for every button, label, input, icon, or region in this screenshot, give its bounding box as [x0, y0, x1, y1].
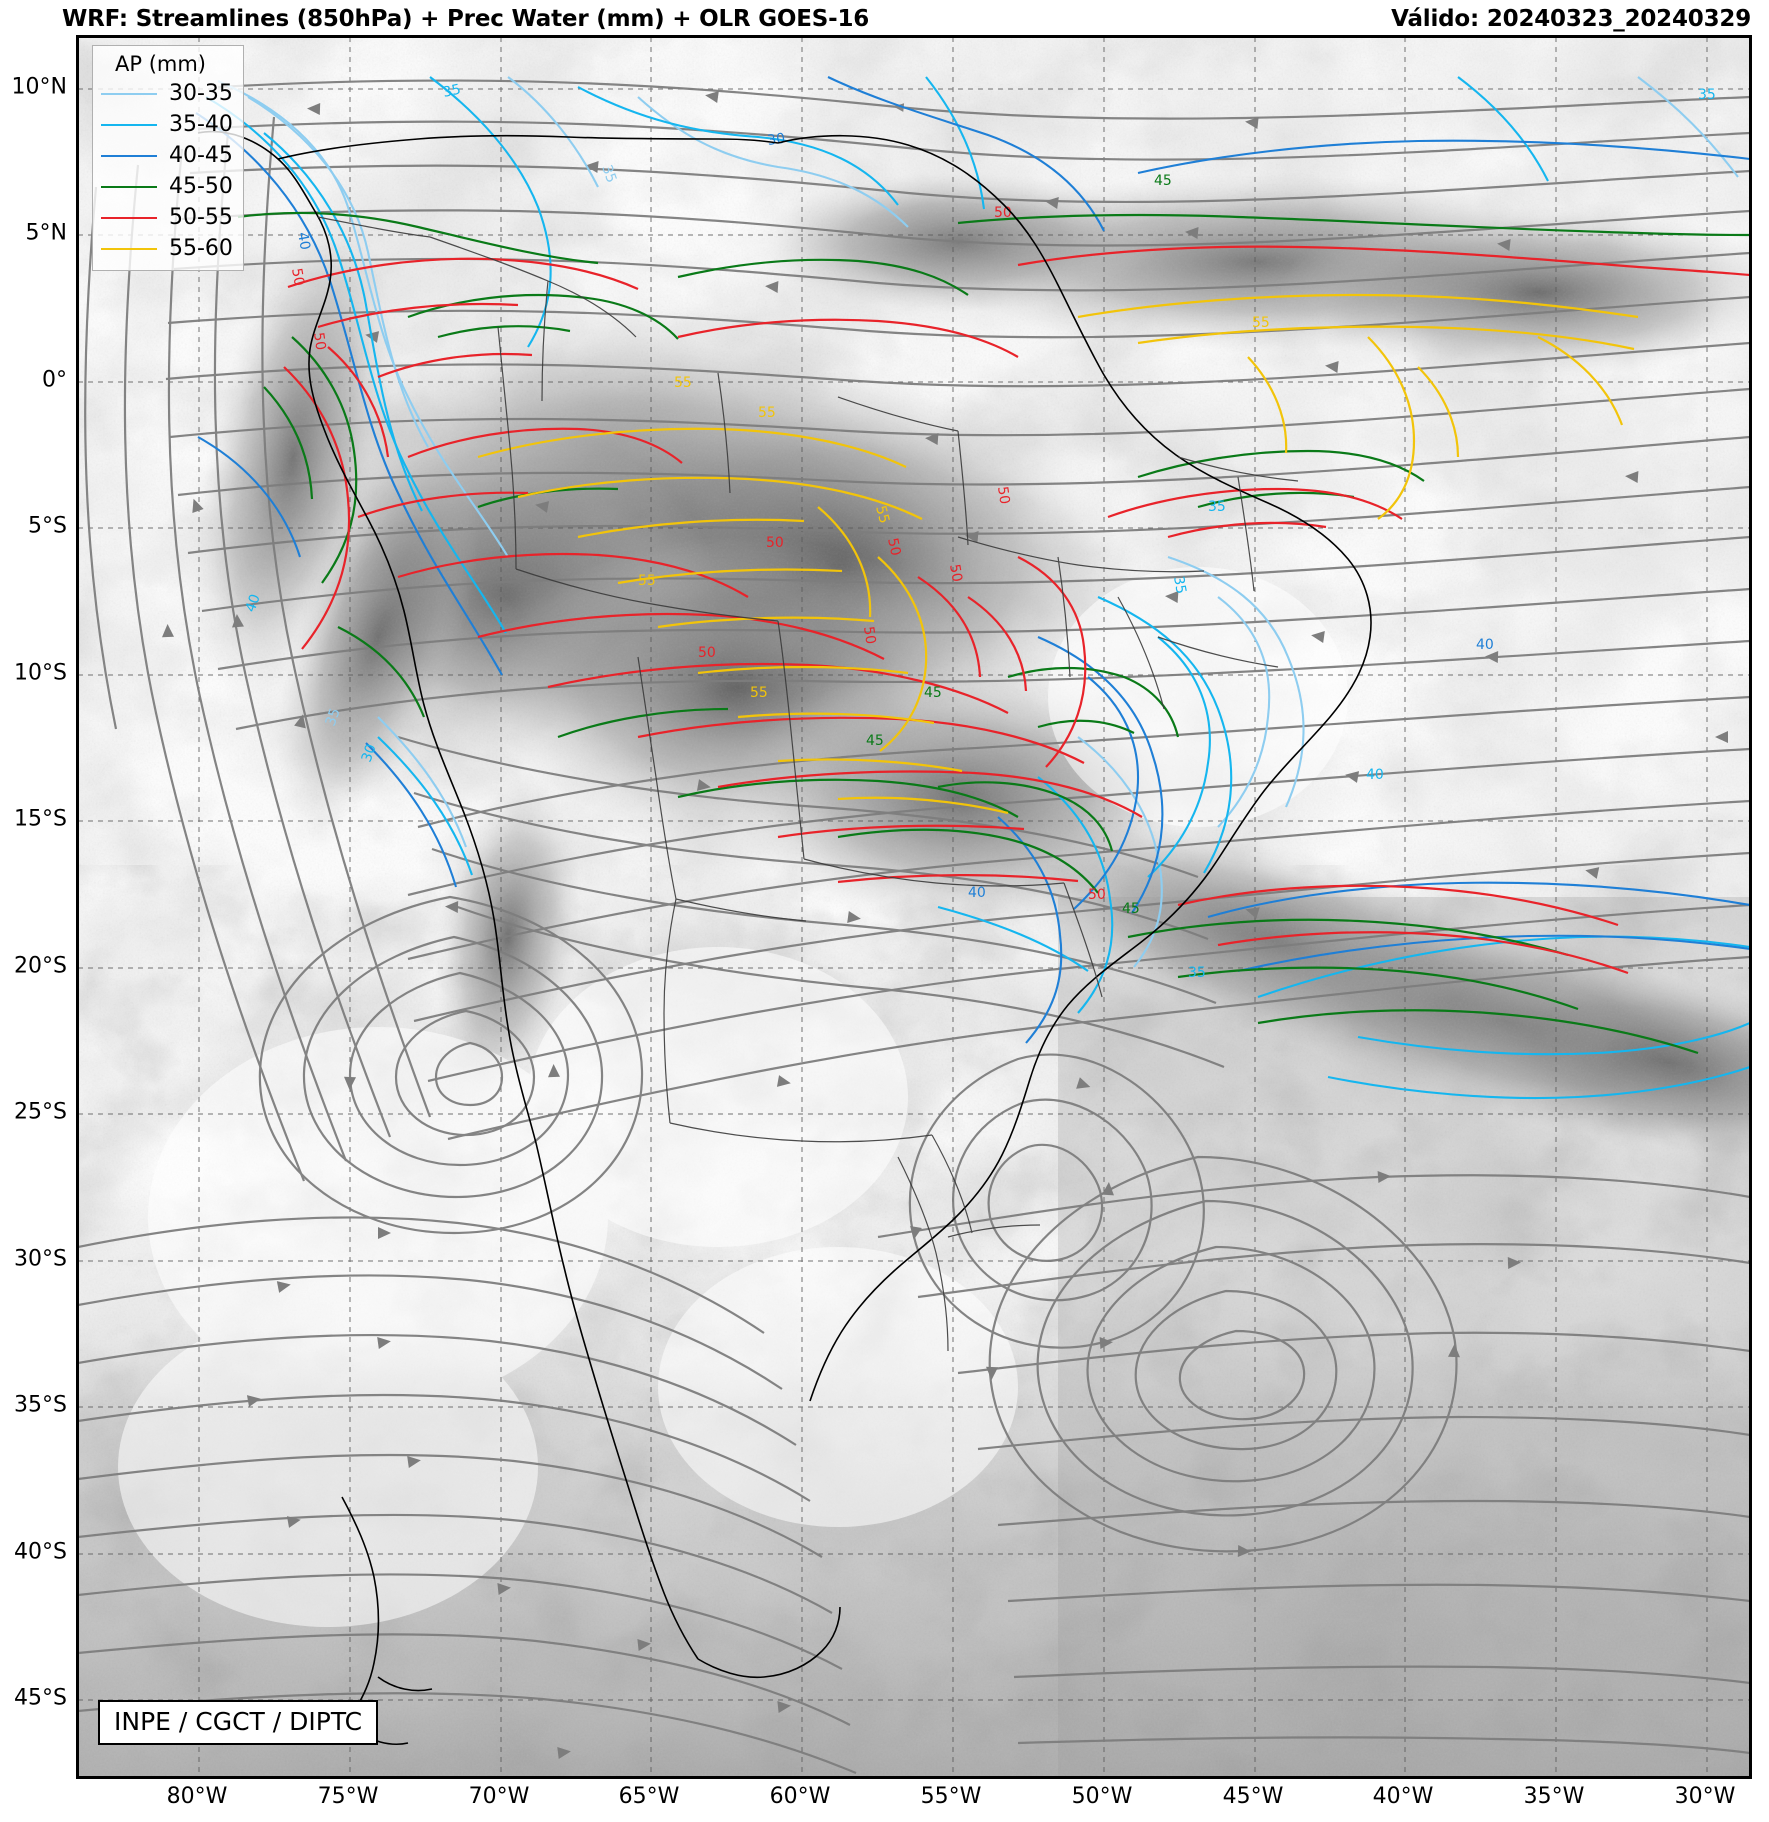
y-tick-4: 10°S — [14, 660, 67, 686]
legend-item-55-60[interactable]: 55-60 — [101, 233, 233, 264]
svg-text:35: 35 — [1698, 87, 1716, 103]
x-tick-4: 60°W — [769, 1784, 831, 1809]
y-tick-10: 40°S — [14, 1539, 67, 1565]
map-graphics: 35 35 30 35 45 50 50 40 50 35 35 50 50 5… — [78, 37, 1750, 1777]
legend-swatch-35-40 — [101, 123, 157, 126]
olr-raster-layer — [78, 37, 1750, 1777]
svg-text:40: 40 — [968, 885, 986, 901]
legend-label-40-45: 40-45 — [169, 143, 233, 168]
svg-text:35: 35 — [1170, 575, 1189, 595]
legend-swatch-30-35 — [101, 92, 157, 95]
y-tick-2: 0° — [42, 367, 67, 393]
y-tick-8: 30°S — [14, 1246, 67, 1272]
legend-item-45-50[interactable]: 45-50 — [101, 171, 233, 202]
y-tick-5: 15°S — [14, 806, 67, 832]
svg-text:50: 50 — [884, 537, 903, 558]
y-tick-9: 35°S — [14, 1392, 67, 1418]
svg-text:55: 55 — [674, 375, 692, 391]
svg-text:50: 50 — [288, 267, 307, 287]
x-tick-6: 50°W — [1071, 1784, 1133, 1809]
x-tick-2: 70°W — [468, 1784, 530, 1809]
contour-55-60 — [477, 293, 1639, 815]
svg-text:50: 50 — [310, 331, 328, 351]
svg-text:40: 40 — [294, 231, 313, 251]
valid-period-label: Válido: 20240323_20240329 — [1391, 6, 1751, 32]
precipitable-water-legend: AP (mm) 30-35 35-40 40-45 45-50 50-55 — [92, 45, 244, 271]
legend-item-50-55[interactable]: 50-55 — [101, 202, 233, 233]
legend-label-35-40: 35-40 — [169, 112, 233, 137]
country-border-layer — [317, 216, 1299, 1352]
x-tick-8: 40°W — [1372, 1784, 1434, 1809]
svg-text:50: 50 — [766, 535, 784, 551]
legend-label-50-55: 50-55 — [169, 205, 233, 230]
svg-text:50: 50 — [1088, 887, 1106, 903]
legend-swatch-55-60 — [101, 247, 157, 250]
svg-text:55: 55 — [750, 685, 768, 701]
map-plot-area[interactable]: 35 35 30 35 45 50 50 40 50 35 35 50 50 5… — [76, 35, 1752, 1779]
svg-text:35: 35 — [323, 706, 344, 728]
svg-text:30: 30 — [766, 131, 786, 149]
svg-text:35: 35 — [442, 82, 463, 101]
svg-text:50: 50 — [994, 205, 1012, 221]
svg-text:55: 55 — [638, 573, 656, 589]
svg-text:35: 35 — [1208, 499, 1226, 515]
svg-text:35: 35 — [1188, 965, 1206, 981]
legend-label-55-60: 55-60 — [169, 236, 233, 261]
svg-text:40: 40 — [243, 592, 264, 614]
streamline-layer — [78, 79, 1750, 1775]
x-tick-3: 65°W — [618, 1784, 680, 1809]
contour-40-45 — [195, 76, 1750, 1044]
svg-text:45: 45 — [1122, 901, 1140, 917]
svg-text:40: 40 — [1366, 767, 1384, 783]
y-tick-1: 5°N — [25, 220, 67, 246]
svg-text:45: 45 — [1154, 173, 1172, 189]
y-tick-0: 10°N — [11, 74, 67, 100]
legend-swatch-40-45 — [101, 154, 157, 157]
y-tick-7: 25°S — [14, 1099, 67, 1125]
legend-label-45-50: 45-50 — [169, 174, 233, 199]
contour-35-40 — [205, 76, 1750, 1100]
svg-text:50: 50 — [946, 563, 965, 583]
contour-45-50 — [237, 211, 1750, 1055]
svg-text:55: 55 — [758, 405, 776, 421]
svg-text:45: 45 — [924, 685, 942, 701]
x-tick-10: 30°W — [1674, 1784, 1736, 1809]
svg-text:55: 55 — [1252, 315, 1270, 331]
contour-50-55 — [283, 245, 1750, 975]
y-tick-6: 20°S — [14, 953, 67, 979]
y-tick-11: 45°S — [14, 1685, 67, 1711]
svg-text:45: 45 — [866, 733, 884, 749]
legend-swatch-50-55 — [101, 216, 157, 219]
x-tick-0: 80°W — [166, 1784, 228, 1809]
x-tick-5: 55°W — [920, 1784, 982, 1809]
legend-swatch-45-50 — [101, 185, 157, 188]
x-tick-9: 35°W — [1523, 1784, 1585, 1809]
svg-text:35: 35 — [598, 163, 619, 185]
svg-text:40: 40 — [1476, 637, 1494, 653]
svg-text:30: 30 — [359, 742, 380, 764]
svg-text:50: 50 — [698, 645, 716, 661]
legend-label-30-35: 30-35 — [169, 81, 233, 106]
page-title: WRF: Streamlines (850hPa) + Prec Water (… — [62, 6, 870, 32]
legend-title: AP (mm) — [115, 52, 207, 76]
svg-text:50: 50 — [994, 485, 1012, 505]
svg-text:50: 50 — [860, 625, 878, 645]
credit-box: INPE / CGCT / DIPTC — [98, 1700, 379, 1745]
coastline-layer — [197, 130, 1372, 1745]
y-tick-3: 5°S — [28, 513, 67, 539]
x-tick-1: 75°W — [317, 1784, 379, 1809]
legend-item-40-45[interactable]: 40-45 — [101, 140, 233, 171]
map-canvas: 35 35 30 35 45 50 50 40 50 35 35 50 50 5… — [78, 37, 1750, 1777]
x-tick-7: 45°W — [1222, 1784, 1284, 1809]
svg-text:55: 55 — [872, 504, 892, 525]
streamline-arrows — [162, 91, 1728, 1759]
legend-item-30-35[interactable]: 30-35 — [101, 78, 233, 109]
legend-item-35-40[interactable]: 35-40 — [101, 109, 233, 140]
